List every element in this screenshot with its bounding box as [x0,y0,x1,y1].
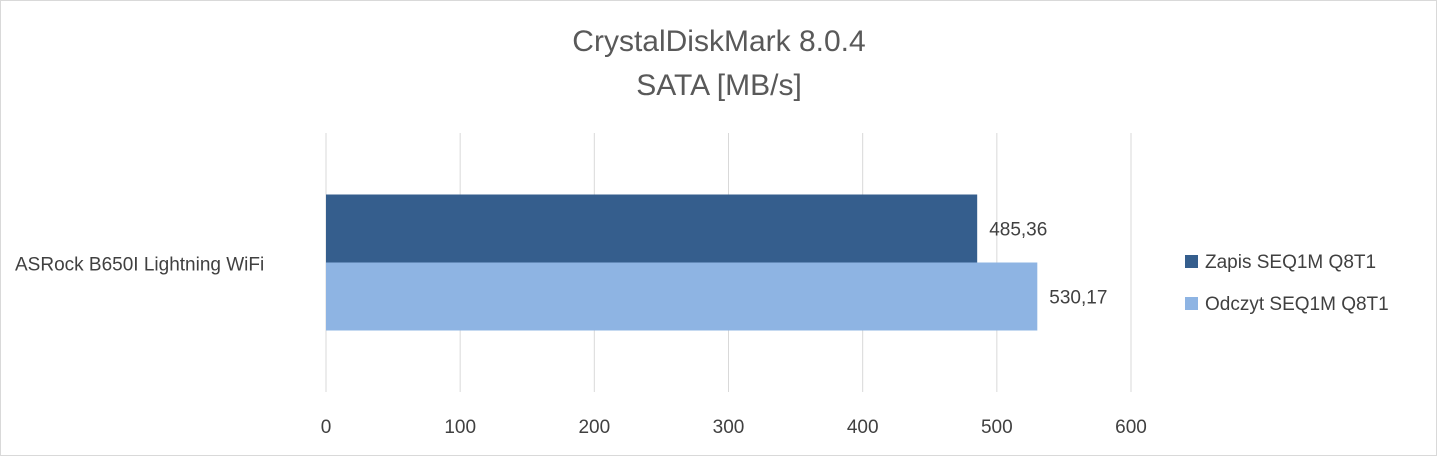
legend-label: Zapis SEQ1M Q8T1 [1205,252,1376,273]
legend-swatch [1185,297,1198,310]
legend-swatch [1185,255,1198,268]
bar [326,194,978,263]
data-label: 485,36 [989,220,1047,241]
x-tick-label: 500 [981,417,1013,438]
x-tick-label: 400 [847,417,879,438]
x-tick-label: 300 [713,417,745,438]
x-tick-label: 100 [444,417,476,438]
chart-title: CrystalDiskMark 8.0.4 [572,25,865,58]
data-label: 530,17 [1049,288,1107,309]
x-tick-label: 600 [1115,417,1147,438]
x-tick-label: 0 [321,417,332,438]
legend-label: Odczyt SEQ1M Q8T1 [1205,294,1389,315]
x-tick-label: 200 [578,417,610,438]
chart-subtitle: SATA [MB/s] [636,69,802,102]
bar [326,262,1038,331]
y-tick-label: ASRock B650I Lightning WiFi [15,255,264,276]
